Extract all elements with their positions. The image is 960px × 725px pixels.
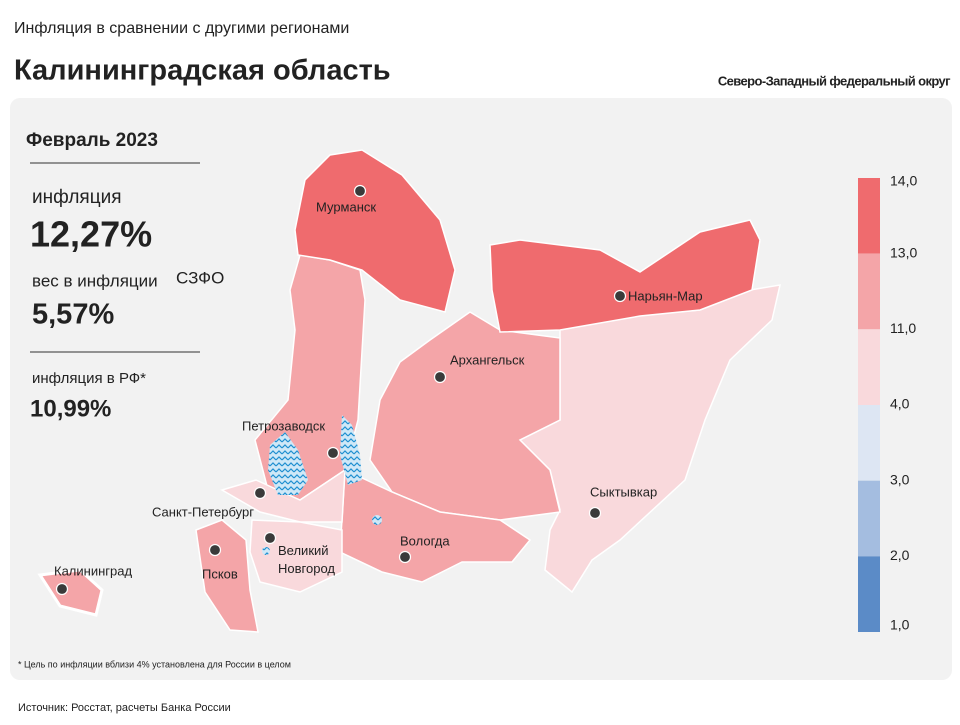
region — [294, 149, 456, 313]
weight-value: 5,57% — [32, 299, 114, 331]
region — [220, 468, 346, 523]
city-label: Псков — [202, 566, 238, 581]
legend-label: 3,0 — [890, 471, 910, 487]
legend-swatch — [858, 329, 880, 405]
source: Источник: Росстат, расчеты Банка России — [18, 702, 231, 714]
legend-swatch — [858, 178, 880, 254]
region — [339, 468, 532, 583]
legend-swatch — [858, 480, 880, 557]
region — [369, 311, 561, 521]
city-label: Вологда — [400, 533, 450, 548]
footnote: * Цель по инфляции вблизи 4% установлена… — [18, 659, 291, 669]
city-label: Калининград — [54, 563, 132, 578]
region — [37, 568, 104, 617]
lake — [372, 515, 382, 525]
city-marker — [326, 446, 340, 460]
legend-swatch — [858, 253, 880, 330]
city-marker — [353, 184, 367, 198]
city-marker — [433, 370, 447, 384]
city-marker — [613, 289, 627, 303]
inflation-value: 12,27% — [30, 214, 152, 255]
legend-label: 11,0 — [890, 320, 916, 336]
city-label: Великий Новгород — [278, 543, 335, 576]
legend-label: 4,0 — [890, 396, 910, 412]
lake — [262, 547, 270, 555]
city-marker — [263, 531, 277, 545]
city-marker — [55, 582, 69, 596]
period: Февраль 2023 — [26, 130, 158, 151]
subtitle: Инфляция в сравнении с другими регионами — [14, 20, 349, 37]
lake — [340, 415, 362, 485]
rf-label: инфляция в РФ* — [32, 370, 146, 387]
district: Северо-Западный федеральный округ — [718, 73, 951, 88]
lake — [268, 432, 308, 495]
legend: 14,0 13,0 11,0 4,0 3,0 2,0 1,0 — [858, 173, 917, 633]
map — [37, 149, 781, 633]
legend-swatch — [858, 405, 880, 481]
city-label: Сыктывкар — [590, 484, 657, 499]
city-marker — [208, 543, 222, 557]
city-label: Санкт-Петербург — [152, 504, 254, 519]
city-label: Нарьян-Мар — [628, 288, 703, 303]
title: Калининградская область — [14, 55, 391, 87]
city-marker — [398, 550, 412, 564]
weight-region: СЗФО — [176, 268, 224, 287]
weight-label: вес в инфляции — [32, 271, 158, 290]
inflation-label: инфляция — [32, 187, 121, 208]
rf-value: 10,99% — [30, 395, 111, 422]
region — [489, 219, 761, 333]
city-label: Петрозаводск — [242, 418, 325, 433]
city-marker — [588, 506, 602, 520]
city-layer: Мурманск Нарьян-Мар Архангельск Петрозаводс… — [54, 184, 703, 596]
city-marker — [253, 486, 267, 500]
legend-label: 14,0 — [890, 173, 917, 189]
city-label: Архангельск — [450, 352, 525, 367]
legend-label: 2,0 — [890, 547, 910, 563]
city-label: Мурманск — [316, 199, 376, 214]
legend-label: 13,0 — [890, 244, 917, 260]
legend-label: 1,0 — [890, 617, 910, 633]
legend-swatch — [858, 556, 880, 632]
